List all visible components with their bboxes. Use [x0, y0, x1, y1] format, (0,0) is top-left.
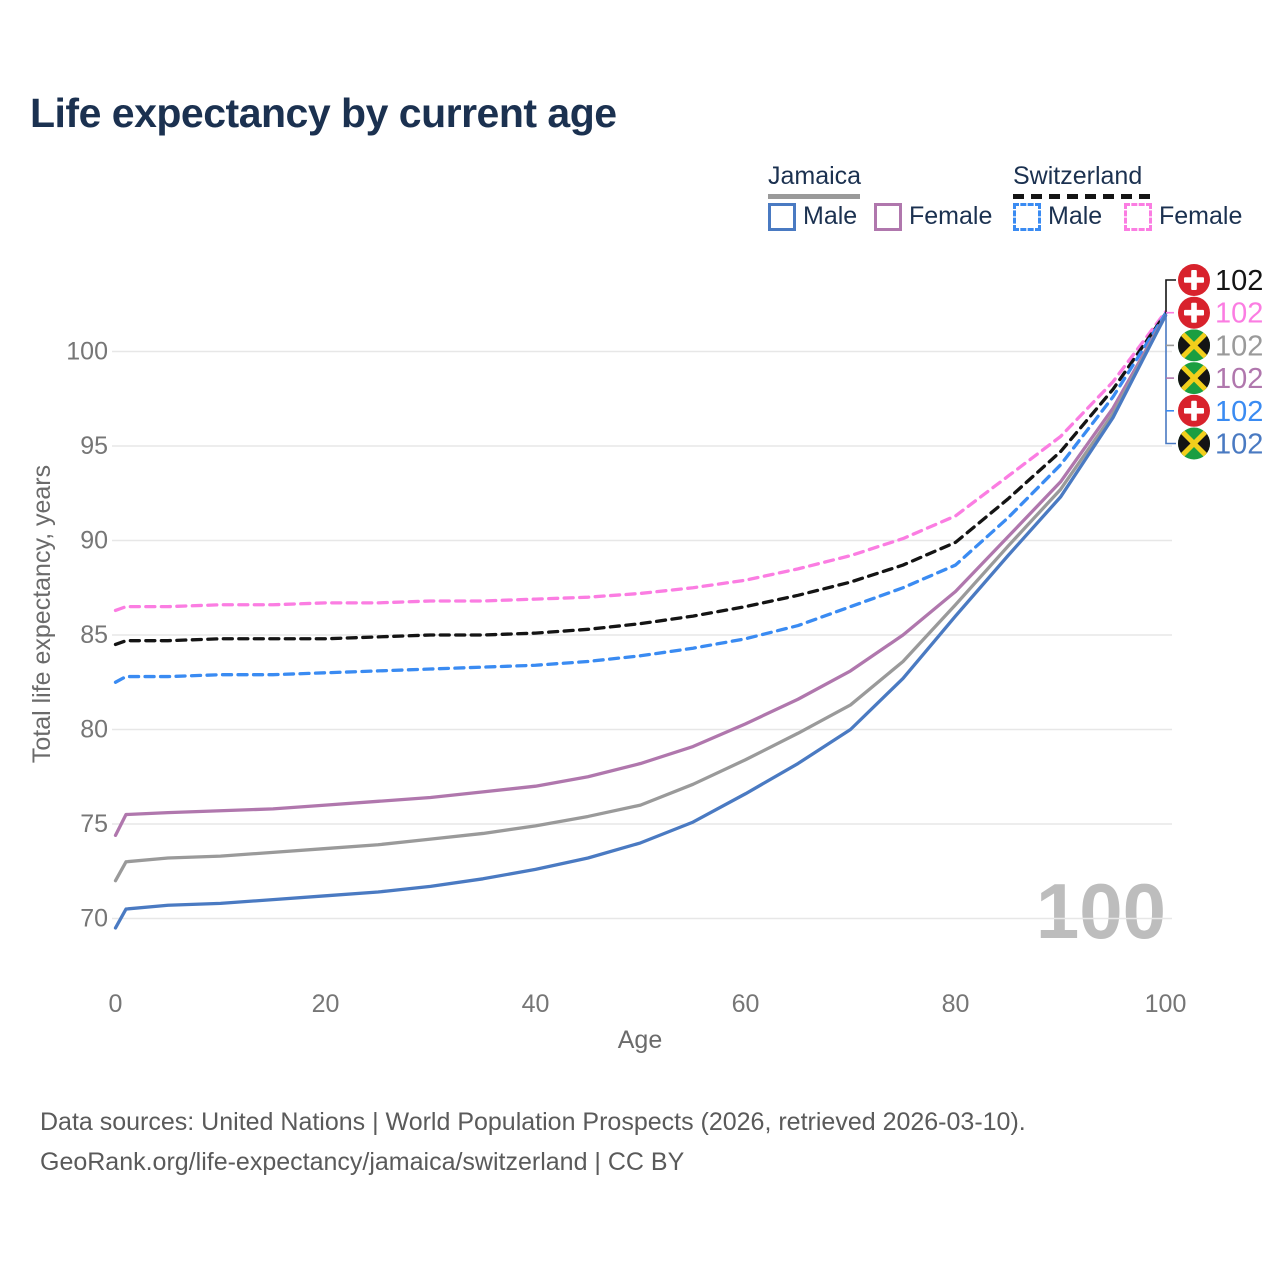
- y-tick-label-90: 90: [80, 527, 108, 555]
- switzerland-dashed-line-sample: [1013, 194, 1155, 199]
- legend-label: Female: [909, 202, 993, 230]
- y-tick-label-100: 100: [66, 338, 108, 366]
- x-tick-label-40: 40: [522, 990, 550, 1018]
- switzerland-flag-icon: [1178, 264, 1210, 296]
- jamaica-female-swatch-icon: [874, 202, 902, 231]
- legend-label: Male: [1048, 202, 1103, 230]
- legend-group-jamaica: Jamaica: [768, 162, 861, 199]
- switzerland-male-swatch-icon: [1013, 202, 1041, 231]
- series-line-switzerland[interactable]: [113, 312, 1168, 647]
- x-tick-label-20: 20: [312, 990, 340, 1018]
- switzerland-female-swatch-icon: [1124, 202, 1152, 231]
- jamaica-flag-icon: [1178, 362, 1210, 394]
- end-label-jamaica-female: 102: [1215, 363, 1263, 395]
- switzerland-flag-icon: [1178, 394, 1210, 427]
- end-label-jamaica: 102: [1215, 330, 1263, 362]
- y-tick-label-80: 80: [80, 716, 108, 744]
- footer-attribution: GeoRank.org/life-expectancy/jamaica/swit…: [40, 1148, 685, 1176]
- x-tick-label-60: 60: [732, 990, 760, 1018]
- jamaica-male-swatch-icon: [768, 202, 796, 231]
- end-label-switzerland: 102: [1215, 265, 1263, 297]
- series-line-jamaica-female[interactable]: [113, 313, 1168, 837]
- legend-label: Male: [803, 202, 858, 230]
- jamaica-flag-icon: [1178, 329, 1210, 361]
- series-line-switzerland-female[interactable]: [113, 310, 1168, 613]
- legend-item-jamaica-female[interactable]: Female: [874, 202, 992, 231]
- legend-group-switzerland: Switzerland: [1013, 162, 1155, 199]
- legend-item-switzerland-male[interactable]: Male: [1013, 202, 1102, 231]
- footer-data-sources: Data sources: United Nations | World Pop…: [40, 1108, 1026, 1136]
- end-label-switzerland-male: 102: [1215, 396, 1263, 428]
- leader-line-top: [1165, 279, 1176, 314]
- y-tick-label-75: 75: [80, 810, 108, 838]
- y-axis-title: Total life expectancy, years: [28, 464, 56, 764]
- y-tick-label-70: 70: [80, 905, 108, 933]
- series-line-jamaica-male[interactable]: [113, 313, 1168, 930]
- y-tick-label-95: 95: [80, 432, 108, 460]
- jamaica-solid-line-sample: [768, 194, 860, 199]
- end-label-switzerland-female: 102: [1215, 298, 1263, 330]
- current-age-watermark: 100: [1035, 867, 1166, 955]
- x-tick-label-0: 0: [109, 990, 123, 1018]
- legend-country-switzerland: Switzerland: [1013, 162, 1143, 190]
- series-line-jamaica[interactable]: [113, 313, 1168, 883]
- legend-item-switzerland-female[interactable]: Female: [1124, 202, 1242, 231]
- page-title: Life expectancy by current age: [30, 90, 617, 136]
- x-tick-label-80: 80: [942, 990, 970, 1018]
- leader-line-bottom: [1165, 313, 1176, 445]
- legend-item-jamaica-male[interactable]: Male: [768, 202, 857, 231]
- jamaica-flag-icon: [1178, 428, 1210, 460]
- legend-label: Female: [1159, 202, 1243, 230]
- switzerland-flag-icon: [1178, 296, 1210, 329]
- series-line-switzerland-male[interactable]: [113, 312, 1168, 684]
- x-tick-label-100: 100: [1145, 990, 1187, 1018]
- x-axis-title: Age: [617, 1026, 663, 1054]
- legend-country-jamaica: Jamaica: [768, 162, 862, 190]
- y-tick-label-85: 85: [80, 621, 108, 649]
- end-label-jamaica-male: 102: [1215, 429, 1263, 461]
